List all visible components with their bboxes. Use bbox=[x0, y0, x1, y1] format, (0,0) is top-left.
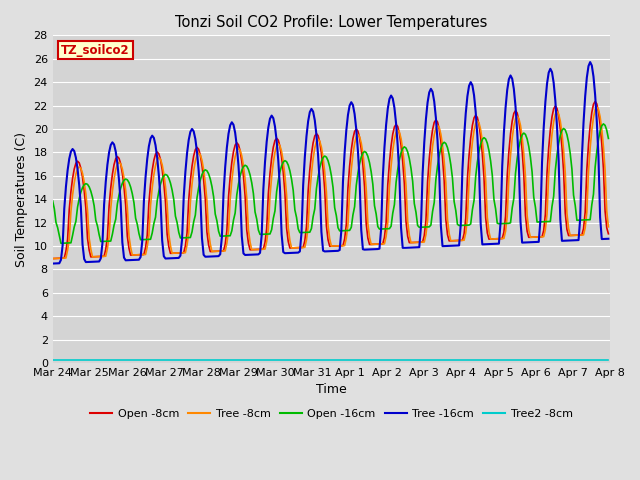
Tree -8cm bbox=[361, 166, 369, 171]
Tree -16cm bbox=[510, 86, 518, 92]
Open -16cm bbox=[600, 121, 607, 127]
Tree -16cm bbox=[49, 261, 56, 266]
X-axis label: Time: Time bbox=[316, 384, 347, 396]
Title: Tonzi Soil CO2 Profile: Lower Temperatures: Tonzi Soil CO2 Profile: Lower Temperatur… bbox=[175, 15, 488, 30]
Tree -8cm bbox=[56, 255, 63, 261]
Open -8cm bbox=[49, 256, 56, 262]
Open -16cm bbox=[362, 150, 370, 156]
Tree2 -8cm bbox=[510, 357, 518, 362]
Tree -16cm bbox=[56, 260, 63, 266]
Open -16cm bbox=[49, 198, 56, 204]
Tree -8cm bbox=[593, 104, 600, 110]
Y-axis label: Soil Temperatures (C): Soil Temperatures (C) bbox=[15, 132, 28, 267]
Tree -16cm bbox=[214, 253, 222, 259]
Tree -16cm bbox=[172, 255, 179, 261]
Tree2 -8cm bbox=[504, 357, 511, 362]
Tree -8cm bbox=[510, 123, 518, 129]
Tree -16cm bbox=[605, 236, 612, 241]
Line: Tree -16cm: Tree -16cm bbox=[52, 62, 609, 264]
Line: Open -16cm: Open -16cm bbox=[52, 124, 609, 243]
Tree2 -8cm bbox=[214, 357, 222, 362]
Open -8cm bbox=[510, 110, 518, 116]
Tree -16cm bbox=[361, 247, 369, 252]
Legend: Open -8cm, Tree -8cm, Open -16cm, Tree -16cm, Tree2 -8cm: Open -8cm, Tree -8cm, Open -16cm, Tree -… bbox=[86, 404, 577, 423]
Tree -8cm bbox=[49, 256, 56, 262]
Open -16cm bbox=[56, 233, 63, 239]
Open -16cm bbox=[173, 220, 181, 226]
Tree2 -8cm bbox=[49, 357, 56, 362]
Tree2 -8cm bbox=[172, 357, 179, 362]
Text: TZ_soilco2: TZ_soilco2 bbox=[61, 44, 130, 57]
Open -8cm bbox=[605, 231, 612, 237]
Line: Tree -8cm: Tree -8cm bbox=[52, 107, 609, 259]
Open -8cm bbox=[361, 184, 369, 190]
Tree2 -8cm bbox=[605, 357, 612, 362]
Tree -8cm bbox=[172, 250, 179, 256]
Tree -8cm bbox=[504, 214, 511, 219]
Tree -16cm bbox=[504, 87, 511, 93]
Open -8cm bbox=[56, 255, 63, 261]
Open -8cm bbox=[172, 250, 179, 256]
Open -16cm bbox=[505, 220, 513, 226]
Tree -16cm bbox=[586, 59, 594, 65]
Open -8cm bbox=[504, 173, 511, 179]
Open -16cm bbox=[216, 233, 224, 239]
Open -16cm bbox=[57, 240, 65, 246]
Open -8cm bbox=[214, 248, 222, 254]
Line: Open -8cm: Open -8cm bbox=[52, 101, 609, 259]
Tree -8cm bbox=[605, 224, 612, 230]
Tree -8cm bbox=[214, 248, 222, 254]
Tree2 -8cm bbox=[56, 357, 63, 362]
Open -8cm bbox=[591, 98, 599, 104]
Open -16cm bbox=[511, 170, 519, 176]
Open -16cm bbox=[605, 135, 612, 141]
Tree2 -8cm bbox=[361, 357, 369, 362]
